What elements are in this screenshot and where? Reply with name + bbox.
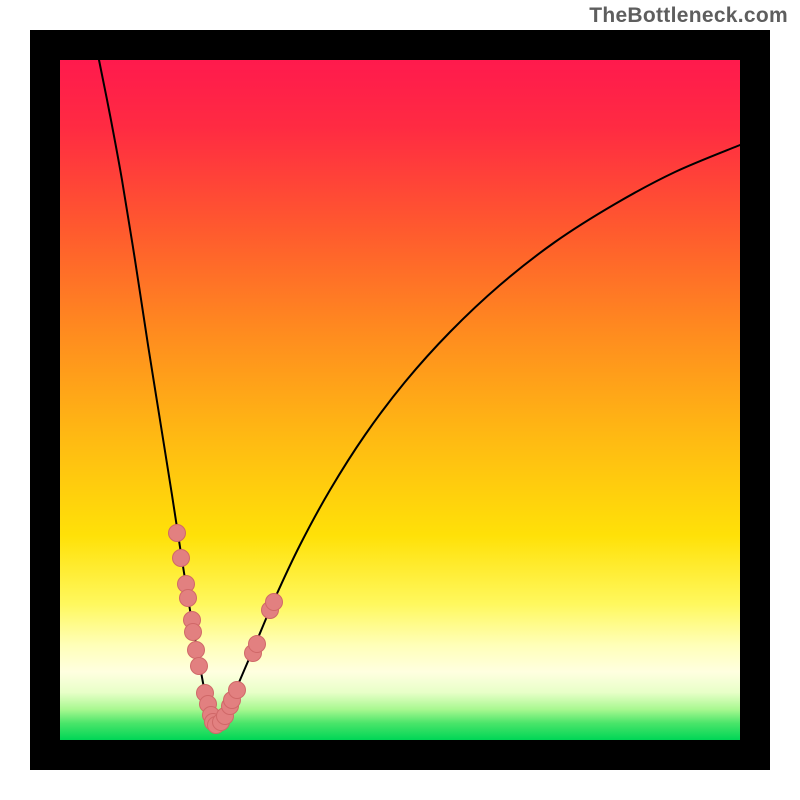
data-marker <box>173 550 190 567</box>
watermark-text: TheBottleneck.com <box>589 4 788 28</box>
data-marker <box>185 624 202 641</box>
bottleneck-chart-svg <box>0 0 800 800</box>
data-marker <box>180 590 197 607</box>
data-marker <box>266 594 283 611</box>
data-marker <box>191 658 208 675</box>
data-marker <box>169 525 186 542</box>
chart-frame: TheBottleneck.com <box>0 0 800 800</box>
data-marker <box>188 642 205 659</box>
data-marker <box>229 682 246 699</box>
gradient-background <box>60 60 740 740</box>
data-marker <box>249 636 266 653</box>
